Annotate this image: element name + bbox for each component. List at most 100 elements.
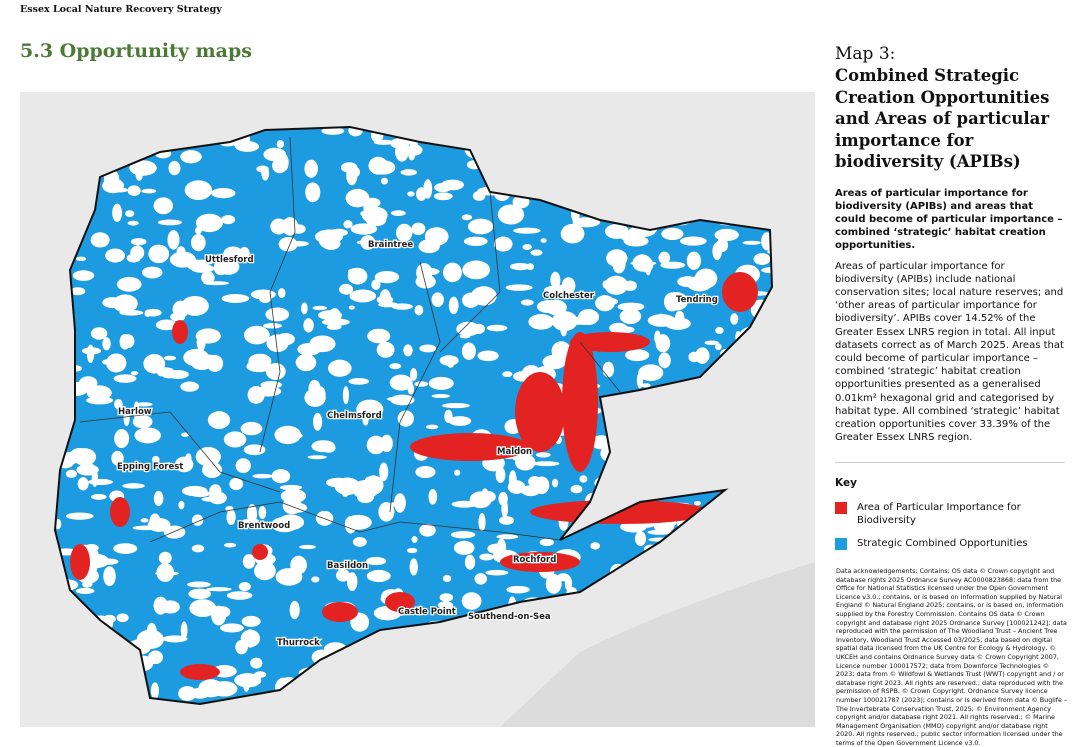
map-texture: [113, 374, 137, 383]
map-texture: [163, 525, 186, 539]
district-label: Chelmsford: [327, 411, 382, 421]
district-label: Braintree: [368, 240, 413, 250]
map-texture: [250, 289, 276, 300]
map-texture: [211, 188, 236, 199]
map-texture: [183, 348, 210, 367]
map-texture: [645, 261, 652, 276]
map-texture: [507, 480, 526, 494]
map-texture: [274, 425, 302, 445]
map-texture: [379, 462, 389, 482]
map-texture: [191, 544, 205, 553]
map-texture: [221, 215, 236, 225]
map-texture: [102, 337, 111, 351]
apib-area: [322, 602, 358, 622]
map-texture: [348, 377, 370, 385]
map-texture: [91, 493, 107, 500]
map-texture: [156, 462, 177, 470]
key-heading: Key: [835, 477, 857, 490]
map-texture: [526, 263, 534, 271]
map-texture: [439, 593, 454, 602]
map-texture: [356, 399, 384, 420]
map-texture: [365, 556, 387, 566]
map-texture: [564, 575, 573, 591]
map-texture: [90, 232, 110, 248]
map-texture: [602, 361, 615, 378]
map-texture: [102, 297, 122, 308]
map-texture: [409, 558, 418, 576]
map-texture: [157, 370, 166, 377]
map-texture: [715, 343, 722, 351]
map-texture: [636, 372, 644, 389]
opportunity-map: Uttlesford Braintree Colchester Tendring Har…: [20, 92, 815, 727]
map-texture: [111, 187, 129, 193]
map-texture: [535, 452, 551, 458]
map-texture: [127, 185, 141, 196]
map-texture: [125, 210, 135, 218]
divider: [835, 462, 1065, 464]
map-texture: [271, 469, 291, 484]
map-texture: [437, 601, 454, 609]
map-texture: [141, 188, 157, 194]
apib-area: [410, 433, 530, 461]
map-texture: [479, 553, 494, 561]
map-texture: [166, 370, 189, 379]
map-texture: [142, 266, 163, 279]
map-texture: [638, 364, 664, 382]
map-texture: [223, 431, 247, 448]
map-texture: [530, 249, 543, 256]
map-texture: [742, 240, 761, 245]
map-texture: [261, 166, 270, 181]
map-texture: [360, 235, 376, 250]
map-texture: [70, 287, 86, 296]
map-texture: [191, 233, 206, 252]
map-texture: [226, 509, 236, 526]
map-texture: [178, 686, 197, 701]
map-texture: [550, 271, 561, 289]
map-texture: [366, 569, 391, 583]
map-texture: [406, 547, 418, 554]
map-texture: [343, 220, 353, 229]
district-label: Thurrock: [277, 638, 320, 648]
map-texture: [416, 267, 440, 276]
map-texture: [309, 188, 317, 194]
map-texture: [442, 574, 452, 583]
map-texture: [82, 462, 94, 469]
map-texture: [252, 473, 273, 479]
district-boundaries: [79, 136, 621, 543]
map-texture: [178, 500, 185, 510]
map-texture: [345, 188, 370, 208]
map-texture: [496, 534, 519, 540]
map-texture: [521, 485, 541, 497]
map-texture: [467, 218, 494, 235]
map-texture: [148, 244, 170, 264]
map-texture: [340, 162, 358, 173]
map-texture: [730, 313, 739, 325]
map-texture: [295, 353, 317, 372]
map-texture: [242, 554, 256, 569]
map-texture: [245, 629, 256, 648]
map-texture: [487, 543, 506, 554]
map-texture: [625, 349, 650, 362]
map-texture: [195, 447, 221, 467]
map-texture: [181, 432, 190, 437]
key-label: Strategic Combined Opportunities: [857, 538, 1028, 550]
map-texture: [579, 475, 588, 483]
map-texture: [135, 402, 153, 407]
map-sidebar: Map 3: Combined Strategic Creation Oppor…: [835, 44, 1065, 560]
map-texture: [289, 600, 300, 620]
map-texture: [126, 253, 141, 263]
district-label: Colchester: [543, 291, 595, 301]
apib-area: [180, 664, 220, 680]
map-texture: [694, 268, 718, 289]
map-texture: [590, 435, 612, 450]
map-texture: [459, 334, 471, 339]
map-texture: [195, 226, 202, 235]
apib-area: [110, 497, 130, 527]
map-texture: [349, 289, 377, 303]
map-texture: [75, 256, 87, 261]
map-texture: [462, 260, 491, 280]
red-swatch-icon: [835, 502, 847, 515]
district-label: Uttlesford: [205, 255, 254, 265]
map-texture: [478, 513, 486, 532]
map-description: Areas of particular importance for biodi…: [835, 260, 1064, 444]
